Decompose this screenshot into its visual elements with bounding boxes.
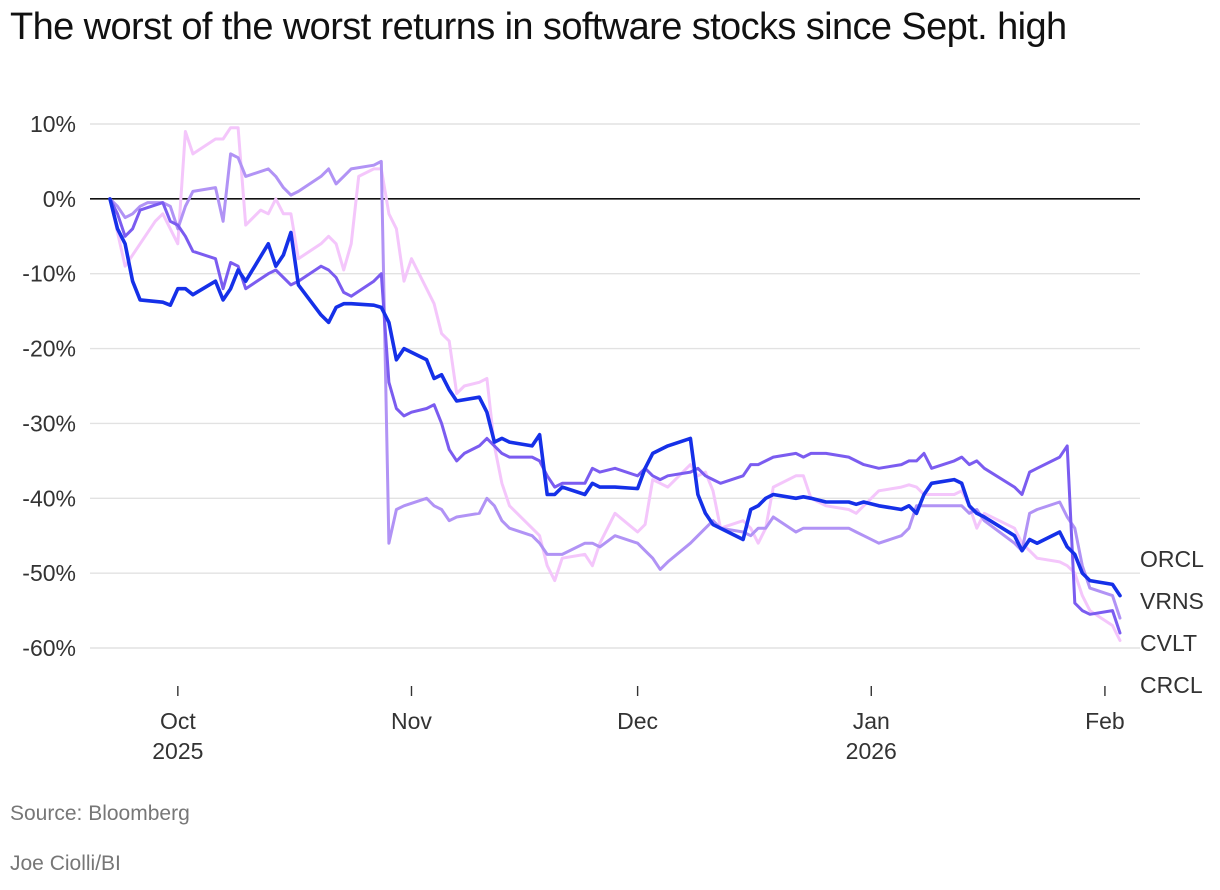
- legend-label-cvlt: CVLT: [1140, 630, 1197, 656]
- y-tick-label: -10%: [22, 261, 76, 287]
- x-tick-label-oct: Oct: [160, 708, 196, 734]
- y-tick-label: 10%: [30, 111, 76, 137]
- legend: ORCL VRNS CVLT CRCL: [1140, 546, 1204, 698]
- y-tick-label: -30%: [22, 410, 76, 436]
- x-tick-label-nov: Nov: [391, 708, 432, 734]
- x-tick-label-feb: Feb: [1085, 708, 1125, 734]
- series-line-crcl: [108, 126, 1122, 642]
- x-tick-sublabel-2025: 2025: [152, 738, 203, 764]
- x-tick-sublabel-2026: 2026: [846, 738, 897, 764]
- chart-title: The worst of the worst returns in softwa…: [10, 6, 1067, 48]
- series-line-cvlt: [108, 152, 1122, 620]
- y-tick-label: -20%: [22, 336, 76, 362]
- legend-label-vrns: VRNS: [1140, 588, 1204, 614]
- series-line-orcl: [108, 197, 1122, 598]
- y-axis: 10% 0% -10% -20% -30% -40% -50% -60%: [22, 111, 76, 661]
- y-tick-label: 0%: [43, 186, 76, 212]
- series-line-vrns: [108, 197, 1122, 635]
- x-axis: Oct 2025 Nov Dec Jan 2026 Feb: [152, 686, 1125, 764]
- gridlines: [90, 123, 1140, 649]
- x-tick-label-dec: Dec: [617, 708, 658, 734]
- credit-note: Joe Ciolli/BI: [10, 852, 121, 875]
- legend-label-crcl: CRCL: [1140, 672, 1203, 698]
- x-tick-label-jan: Jan: [853, 708, 890, 734]
- y-tick-label: -60%: [22, 635, 76, 661]
- series-lines: [108, 126, 1122, 642]
- y-tick-label: -40%: [22, 485, 76, 511]
- source-note: Source: Bloomberg: [10, 802, 190, 825]
- legend-label-orcl: ORCL: [1140, 546, 1204, 572]
- y-tick-label: -50%: [22, 560, 76, 586]
